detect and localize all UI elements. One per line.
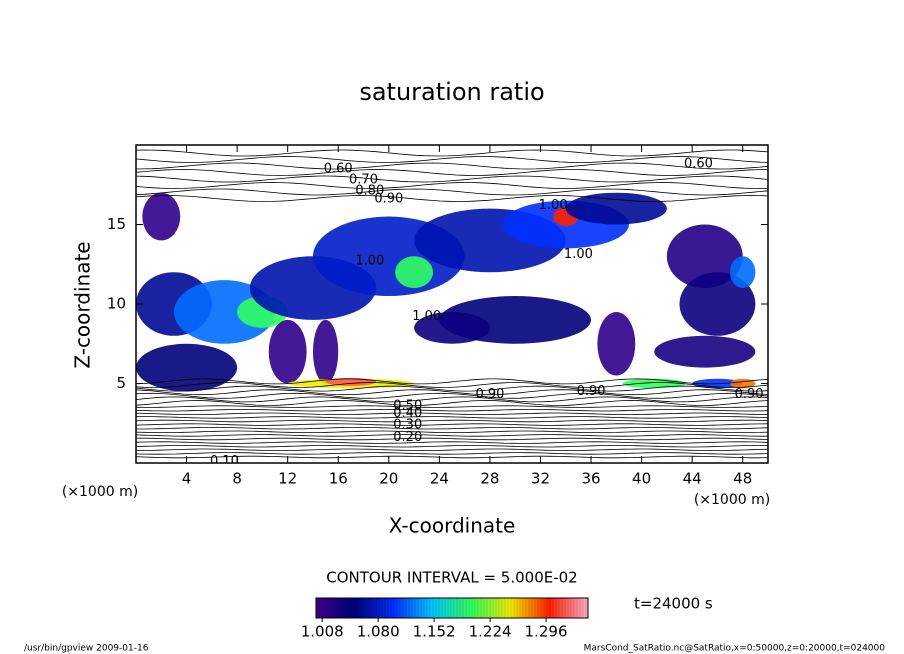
y-axis-label: Z-coordinate: [71, 241, 95, 368]
contour-label: 0.70: [349, 172, 378, 187]
contour-line: [136, 448, 768, 451]
contour-line: [136, 423, 768, 426]
y-tick-label: 15: [107, 215, 126, 233]
x-tick-label: 12: [278, 470, 297, 488]
contour-line: [136, 455, 768, 459]
contour-line: [136, 441, 768, 444]
contour-line: [136, 162, 768, 170]
contour-label: 0.40: [393, 406, 422, 421]
contour-label: 1.00: [355, 254, 384, 269]
contour-line: [136, 149, 768, 157]
x-tick-label: 20: [379, 470, 398, 488]
x-tick-label: 28: [480, 470, 499, 488]
contour-label: 0.30: [393, 417, 422, 432]
shaded-region: [654, 335, 756, 368]
contour-label: 0.50: [393, 398, 422, 413]
contour-line: [136, 416, 768, 419]
contour-label: 1.00: [412, 309, 441, 324]
contour-line: [136, 175, 768, 183]
y-unit: (×1000 m): [62, 484, 138, 500]
shaded-region: [730, 256, 756, 289]
contour-line: [136, 169, 768, 176]
contour-line: [136, 392, 768, 399]
contour-line: [136, 412, 768, 415]
shaded-region: [312, 319, 339, 384]
contour-line: [136, 427, 768, 430]
y-tick-label: 5: [116, 374, 126, 392]
contour-label: 0.60: [684, 157, 713, 172]
colorbar-tick-label: 1.152: [413, 623, 456, 641]
colorbar-tick-label: 1.224: [469, 623, 512, 641]
contour-line: [136, 382, 768, 388]
colorbar-tick-label: 1.008: [301, 623, 344, 641]
shaded-region: [325, 377, 377, 386]
contour-label: 0.90: [475, 387, 504, 402]
shaded-region: [173, 280, 276, 344]
contour-label: 0.10: [210, 454, 239, 469]
x-tick-label: 48: [733, 470, 752, 488]
contour-line: [136, 182, 768, 189]
x-tick-label: 8: [232, 470, 242, 488]
contour-line: [136, 195, 768, 202]
contour-line: [136, 156, 768, 163]
shaded-region: [395, 256, 434, 289]
contour-label: 0.20: [393, 430, 422, 445]
x-tick-label: 4: [182, 470, 192, 488]
contour-line: [136, 378, 768, 385]
x-tick-label: 44: [683, 470, 702, 488]
shaded-region: [142, 192, 181, 241]
contour-line: [136, 396, 768, 403]
colorbar: [315, 597, 589, 619]
x-tick-label: 40: [632, 470, 651, 488]
colorbar-tick-label: 1.296: [525, 623, 568, 641]
footer-left: /usr/bin/gpview 2009-01-16: [24, 644, 149, 654]
chart-title: saturation ratio: [359, 78, 544, 106]
contour-label: 0.90: [577, 384, 606, 399]
shaded-region: [136, 343, 238, 392]
contour-label: 1.00: [539, 198, 568, 213]
contour-line: [136, 430, 768, 433]
contour-line: [136, 409, 768, 412]
contour-label: 0.80: [355, 184, 384, 199]
contour-line: [136, 405, 768, 408]
contour-line: [136, 385, 768, 392]
x-axis-label: X-coordinate: [389, 514, 516, 538]
contour-label: 0.90: [374, 192, 403, 207]
x-unit: (×1000 m): [694, 492, 770, 508]
contour-line: [136, 400, 768, 406]
shaded-region: [597, 311, 636, 376]
plot-area: 0.60 0.600.700.800.90 1.001.00 1.001.000.90…: [136, 149, 768, 469]
contour-line: [136, 437, 768, 441]
contour-label: 0.90: [735, 387, 764, 402]
shaded-region: [679, 272, 756, 336]
footer-right: MarsCond_SatRatio.nc@SatRatio,x=0:50000,…: [584, 644, 886, 654]
contour-line: [136, 419, 768, 423]
y-tick-label: 10: [107, 295, 126, 313]
contour-line: [136, 452, 768, 455]
colorbar-tick-label: 1.080: [357, 623, 400, 641]
x-tick-label: 32: [531, 470, 550, 488]
x-tick-label: 16: [329, 470, 348, 488]
shaded-region: [666, 224, 743, 289]
time-label: t=24000 s: [634, 595, 713, 613]
contour-interval: CONTOUR INTERVAL = 5.000E-02: [326, 569, 577, 587]
contour-line: [136, 188, 768, 196]
shaded-region: [565, 192, 667, 225]
shaded-region: [414, 311, 490, 344]
x-tick-label: 24: [430, 470, 449, 488]
contour-label: 0.60: [324, 161, 353, 176]
contour-line: [136, 445, 768, 448]
contour-line: [136, 389, 768, 396]
x-tick-label: 36: [581, 470, 600, 488]
contour-label: 1.00: [564, 247, 593, 262]
contour-line: [136, 434, 768, 437]
shaded-region: [268, 319, 307, 384]
